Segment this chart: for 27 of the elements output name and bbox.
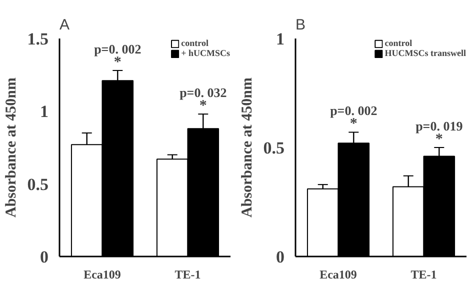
y-tick-label: 0 xyxy=(276,248,284,266)
y-axis-title: Absorbance at 450nm xyxy=(239,76,256,218)
chart-title: B xyxy=(296,16,306,34)
annotation: p=0. 002 xyxy=(330,103,378,118)
annotation: p=0. 002 xyxy=(94,41,142,56)
y-tick-label: 1.5 xyxy=(27,30,48,48)
annotation: p=0. 019 xyxy=(416,118,464,134)
legend-label: control xyxy=(181,38,208,48)
chart-title: A xyxy=(60,16,70,34)
y-axis-title: Absorbance at 450nm xyxy=(3,76,20,218)
y-tick-label: 0.5 xyxy=(27,174,48,194)
legend-label: + hUCMSCs xyxy=(181,48,230,58)
annotation: * xyxy=(114,54,122,70)
annotation: * xyxy=(350,116,358,132)
y-tick-label: 1 xyxy=(276,30,284,48)
legend-label: control xyxy=(384,38,412,48)
annotation: p=0. 032 xyxy=(180,85,227,100)
x-tick-label: Eca109 xyxy=(84,268,121,282)
y-tick-label: 0 xyxy=(40,248,48,266)
annotation: * xyxy=(435,132,443,148)
x-tick-label: TE-1 xyxy=(410,268,437,282)
y-tick-label: 1 xyxy=(40,102,48,122)
annotation: * xyxy=(199,98,207,114)
x-tick-label: Eca109 xyxy=(320,268,357,282)
legend-label: HUCMSCs transwell xyxy=(384,48,466,58)
y-tick-label: 0.5 xyxy=(263,138,284,158)
x-tick-label: TE-1 xyxy=(174,268,201,282)
